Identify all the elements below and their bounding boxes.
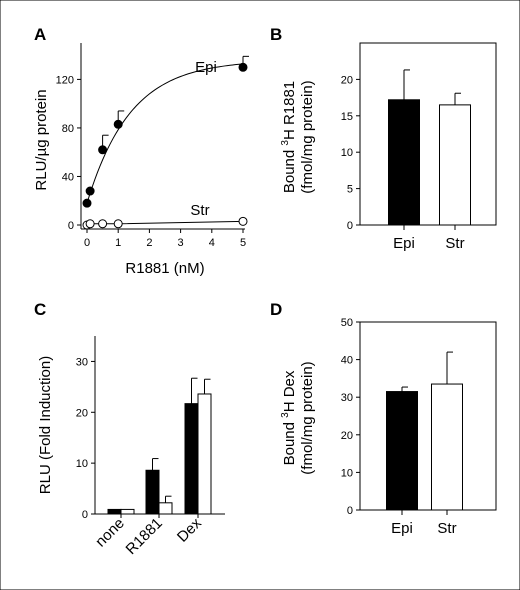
panel-b-y-axis-label-line1: Bound 3H R1881 [280, 81, 298, 193]
panel-b-y-tick-label: 20 [341, 74, 353, 86]
panel-d-category-label: Str [437, 520, 456, 537]
panel-a-epi-point [82, 198, 92, 208]
panel-b-bar-chart: 0 5 10 15 20 Epi Str [341, 42, 497, 252]
panel-b-y-tick-label: 15 [341, 111, 353, 123]
panel-b-plot-frame [359, 42, 497, 226]
panel-c-bar-r1881-open [158, 502, 173, 515]
panel-c-y-tick-label: 0 [82, 509, 88, 521]
panel-a-line-chart: 0 40 80 120 0 1 2 3 4 5 [56, 43, 249, 249]
panel-c-bar-dex-filled [184, 403, 199, 515]
panel-a-y-tick-label: 120 [56, 74, 74, 86]
panel-a-y-axis-label: RLU/µg protein [33, 89, 50, 190]
panel-a-x-tick-label: 2 [146, 237, 152, 249]
panel-c-bar-r1881-filled [145, 469, 160, 515]
panel-b-y-tick-label: 10 [341, 147, 353, 159]
panel-letter-a: A [34, 25, 46, 44]
panel-a-x-tick-label: 1 [115, 237, 121, 249]
panel-b-y-tick-label: 5 [347, 184, 353, 196]
panel-d-y-axis-label-line1: Bound 3H Dex [280, 370, 298, 465]
panel-d-category-label: Epi [391, 520, 413, 537]
panel-c-bar-dex-open [197, 393, 212, 515]
panel-a-x-axis-label: R1881 (nM) [125, 260, 204, 277]
panel-b-y-tick-label: 0 [347, 220, 353, 232]
panel-c-y-axis-label: RLU (Fold Induction) [37, 356, 54, 494]
panel-d-plot-frame [359, 321, 497, 511]
panel-b-y-axis-label-line2: (fmol/mg protein) [299, 80, 316, 193]
panel-a-series-label-str: Str [190, 202, 209, 219]
panel-a-y-tick-label: 0 [68, 220, 74, 232]
panel-a-y-tick-label: 80 [62, 123, 74, 135]
panel-c-y-tick-label: 20 [76, 407, 88, 419]
panel-letter-b: B [270, 25, 282, 44]
panel-a-y-tick-label: 40 [62, 171, 74, 183]
panel-d-bar-chart: 0 10 20 30 40 50 Epi Str [341, 317, 497, 537]
panel-c-bar-none-open [120, 508, 135, 515]
panel-a-series-label-epi: Epi [195, 59, 217, 76]
panel-d-bar-str [431, 383, 463, 511]
panel-a-str-point [113, 219, 123, 229]
panel-a-str-point [85, 219, 95, 229]
panel-a-str-point [238, 216, 248, 226]
panel-d-y-tick-label: 0 [347, 505, 353, 517]
panel-d-bar-epi [386, 391, 418, 511]
panel-d-y-tick-label: 40 [341, 355, 353, 367]
panel-b-category-label: Str [445, 235, 464, 252]
panel-a-x-tick-label: 5 [240, 237, 246, 249]
panel-c-bar-none-filled [107, 508, 122, 515]
panel-c-y-tick-label: 10 [76, 458, 88, 470]
panel-d-y-tick-label: 10 [341, 467, 353, 479]
panel-d-y-tick-label: 30 [341, 392, 353, 404]
panel-a-epi-point [238, 62, 248, 72]
panel-d-y-tick-label: 50 [341, 317, 353, 329]
panel-d-y-axis-label-line2: (fmol/mg protein) [299, 361, 316, 474]
panel-a-epi-point [98, 145, 108, 155]
panel-b-bar-str [439, 104, 471, 226]
panel-a-x-tick-label: 0 [84, 237, 90, 249]
panel-letter-d: D [270, 300, 282, 319]
panel-a-x-tick-label: 4 [209, 237, 215, 249]
panel-d-y-tick-label: 20 [341, 430, 353, 442]
panel-b-category-label: Epi [393, 235, 415, 252]
panel-a-str-point [98, 219, 108, 229]
panel-b-bar-epi [388, 99, 420, 226]
panel-c-y-tick-label: 30 [76, 356, 88, 368]
panel-a-x-tick-label: 3 [178, 237, 184, 249]
panel-a-epi-point [85, 186, 95, 196]
panel-a-epi-point [113, 119, 123, 129]
panel-letter-c: C [34, 300, 46, 319]
panel-a-epi-fit-curve [86, 63, 244, 204]
